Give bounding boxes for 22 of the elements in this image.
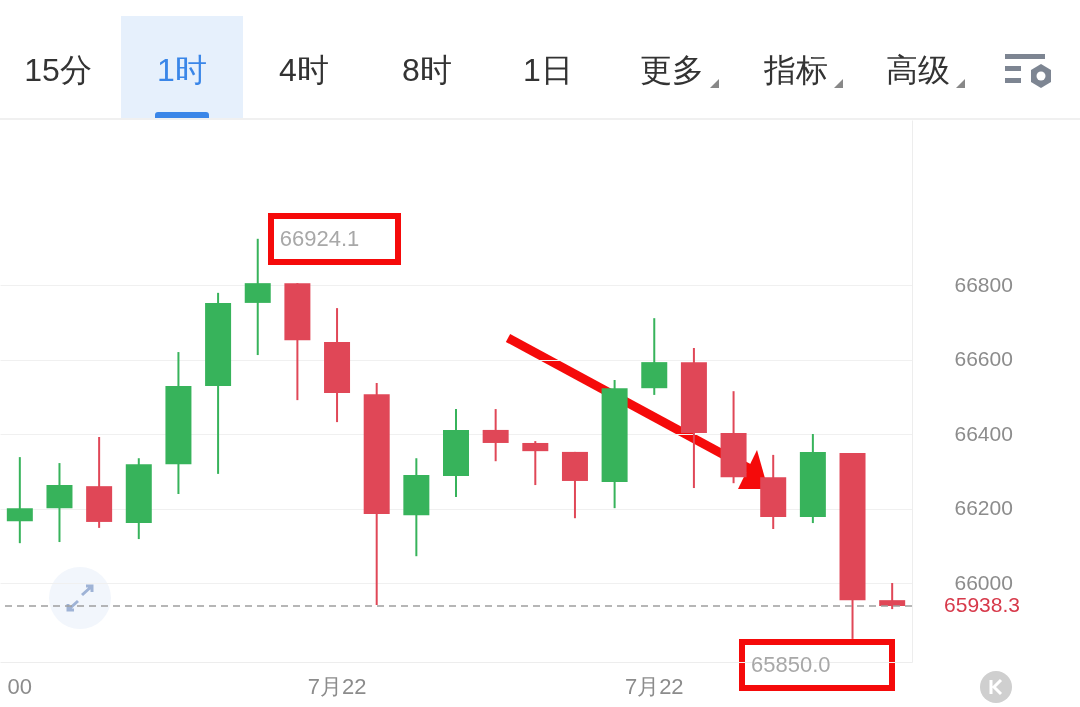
y-tick-label: 66200 bbox=[954, 496, 1013, 520]
ref-line-label: 65938.3 bbox=[944, 593, 1020, 617]
annotation: 66924.1 bbox=[279, 225, 360, 251]
annotation: 65850.0 bbox=[750, 651, 831, 677]
y-tick-label: 66400 bbox=[954, 421, 1013, 445]
text: 4时 bbox=[278, 51, 330, 90]
y-tick-label: 66600 bbox=[954, 347, 1013, 371]
text: 8时 bbox=[401, 51, 453, 90]
candlestick bbox=[522, 440, 549, 487]
y-tick-label: 66800 bbox=[954, 272, 1013, 296]
text: 指标 bbox=[763, 51, 829, 90]
text: 高级 bbox=[885, 51, 951, 90]
text: 更多 bbox=[639, 51, 705, 90]
candlestick bbox=[879, 582, 906, 611]
text: 1日 bbox=[522, 51, 574, 90]
candlestick bbox=[6, 456, 33, 545]
x-tick-label: 7月22 bbox=[307, 673, 367, 699]
text: 15分 bbox=[23, 51, 93, 90]
x-tick-label: 00 bbox=[7, 673, 33, 699]
x-tick-label: 7月22 bbox=[624, 673, 684, 699]
y-tick-label: 66000 bbox=[954, 570, 1013, 594]
text: 1时 bbox=[121, 16, 243, 118]
